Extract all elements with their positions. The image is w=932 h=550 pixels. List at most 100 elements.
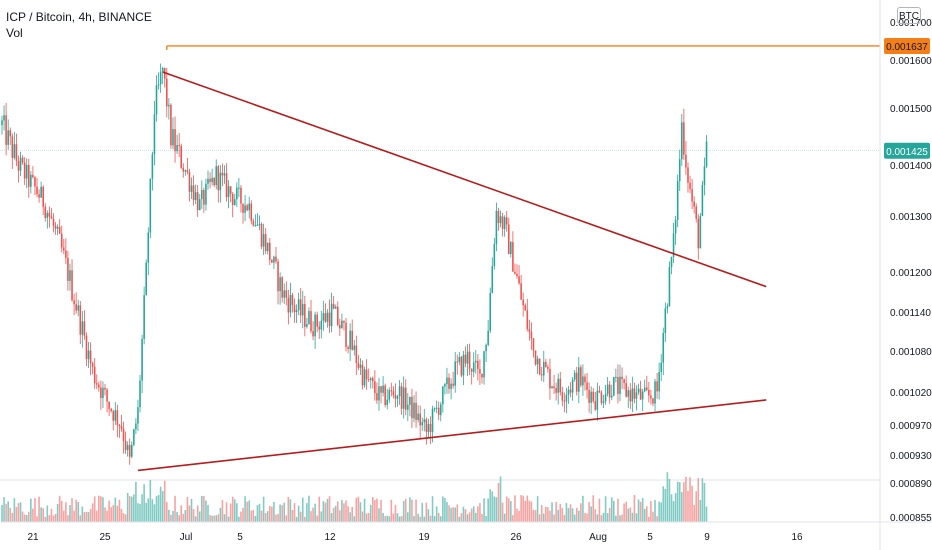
- candle: [394, 383, 397, 408]
- volume-bar: [318, 496, 321, 522]
- volume-bar: [19, 502, 22, 522]
- volume-bar: [392, 513, 395, 522]
- volume-bar: [40, 507, 42, 522]
- candle: [159, 63, 162, 93]
- volume-bar: [650, 501, 652, 522]
- volume-bar: [83, 512, 86, 522]
- candle: [594, 391, 597, 412]
- candle: [316, 311, 318, 333]
- volume-bar: [635, 513, 638, 522]
- price-tick-label: 0.000855: [890, 513, 932, 524]
- volume-bar: [122, 513, 125, 522]
- volume-bar: [530, 501, 533, 522]
- candle: [223, 165, 226, 184]
- volume-bar: [382, 512, 384, 522]
- volume-bar: [580, 503, 582, 522]
- volume-bar: [569, 504, 572, 522]
- candle: [466, 344, 469, 377]
- candle: [382, 376, 384, 397]
- candle: [697, 214, 700, 260]
- candle: [157, 72, 160, 90]
- volume-bar: [415, 499, 417, 522]
- candle: [299, 288, 302, 323]
- candle: [510, 241, 512, 258]
- volume-bar: [540, 505, 543, 522]
- volume-bar: [178, 515, 180, 522]
- volume-bar: [233, 499, 236, 522]
- volume-bar: [549, 510, 551, 522]
- time-tick-label: 25: [99, 532, 111, 543]
- volume-bar: [211, 515, 213, 522]
- candle: [545, 358, 547, 368]
- volume-bar: [442, 496, 444, 522]
- candle: [322, 300, 325, 331]
- volume-bar: [50, 508, 53, 522]
- volume-bar: [590, 506, 592, 522]
- volume-bar: [359, 502, 362, 522]
- volume-bar: [439, 516, 442, 522]
- currency-badge[interactable]: BTC: [897, 7, 921, 24]
- volume-bar: [629, 507, 632, 522]
- candle: [262, 223, 265, 255]
- volume-bar: [553, 514, 555, 522]
- volume-bar: [526, 495, 529, 522]
- candle: [83, 310, 86, 340]
- candle: [236, 182, 238, 207]
- volume-bar: [386, 515, 389, 522]
- candle: [161, 66, 164, 84]
- volume-bar: [365, 513, 368, 522]
- volume-bar: [223, 514, 226, 522]
- volume-bar: [697, 478, 700, 522]
- volume-bar: [196, 505, 199, 522]
- candle: [536, 355, 539, 375]
- candle: [512, 231, 514, 272]
- volume-bar: [242, 507, 244, 522]
- candle: [50, 208, 53, 219]
- candle: [664, 302, 667, 342]
- candle: [1, 115, 3, 135]
- candle: [645, 375, 648, 392]
- candle: [633, 382, 636, 404]
- candle: [357, 355, 360, 371]
- candle: [3, 105, 5, 131]
- volume-bar: [155, 496, 158, 522]
- volume-bar: [429, 515, 432, 522]
- candle: [637, 383, 640, 395]
- candle: [93, 358, 96, 389]
- volume-bar: [73, 510, 75, 522]
- volume-bar: [456, 504, 459, 522]
- volume-bar: [58, 495, 61, 522]
- candle: [359, 358, 362, 376]
- volume-bar: [157, 495, 160, 522]
- volume-bar: [604, 496, 607, 522]
- volume-bar: [660, 502, 662, 522]
- candle: [332, 295, 335, 310]
- volume-bar: [188, 505, 191, 522]
- candle: [308, 307, 310, 325]
- trend-line-lower[interactable]: [137, 399, 767, 472]
- candle: [128, 438, 131, 465]
- volume-bar: [374, 500, 376, 522]
- volume-bar: [194, 516, 197, 522]
- trend-line-upper[interactable]: [162, 71, 767, 288]
- volume-bar: [615, 515, 617, 522]
- price-tick-label: 0.000890: [890, 479, 932, 490]
- volume-bar: [266, 511, 269, 522]
- volume-bar: [633, 495, 636, 522]
- candle: [582, 364, 584, 396]
- volume-bar: [176, 511, 178, 522]
- volume-bar: [184, 510, 187, 522]
- candle: [176, 134, 178, 155]
- volume-bar: [551, 502, 553, 522]
- candle: [330, 292, 333, 333]
- volume-bar: [328, 496, 331, 522]
- plot-area[interactable]: [0, 0, 880, 522]
- volume-bar: [209, 515, 211, 522]
- candle: [404, 379, 407, 416]
- price-tick-label: 0.001140: [890, 308, 931, 319]
- volume-bar: [283, 502, 286, 522]
- candle: [567, 385, 570, 404]
- candle: [287, 289, 290, 325]
- time-tick-label: 9: [704, 532, 710, 543]
